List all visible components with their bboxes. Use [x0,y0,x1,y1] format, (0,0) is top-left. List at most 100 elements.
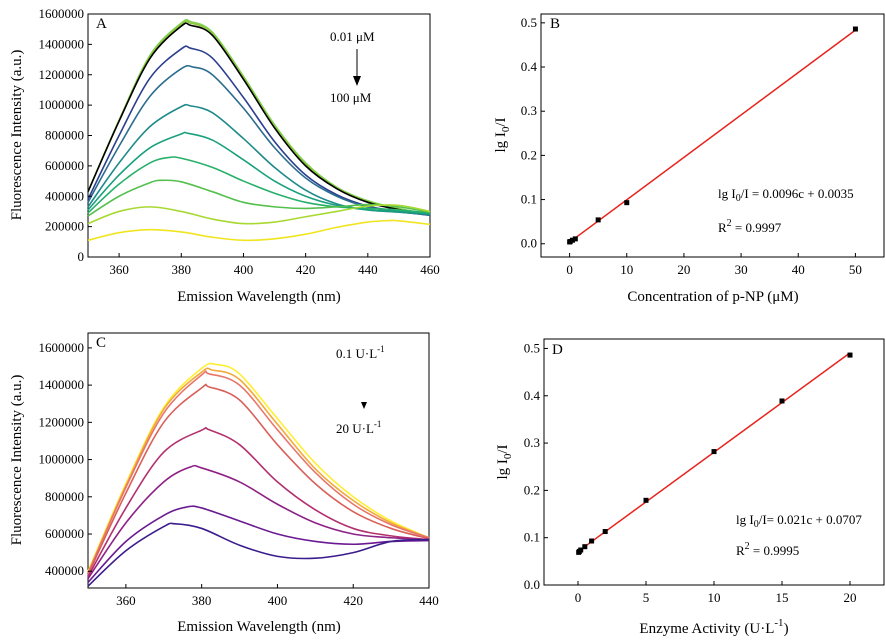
panel-d-r-squared: R2 = 0.9995 [736,541,799,558]
panel-a-x-tick-label: 440 [358,262,378,277]
panel-d-x-tick-label: 10 [708,590,721,605]
panel-a-x-tick-label: 420 [296,262,316,277]
panel-b-x-tick-label: 0 [566,262,573,277]
panel-d-data-point [602,529,608,535]
panel-b-x-axis-label: Concentration of p-NP (μM) [627,289,798,305]
panel-d-data-point [779,398,785,404]
panel-b-data-point [595,217,601,223]
panel-a-annotation-top: 0.01 μM [330,29,375,44]
panel-b-x-tick-label: 40 [792,262,805,277]
panel-d-y-tick-label: 0.0 [524,577,540,592]
panel-d-data-point [847,352,853,358]
panel-b-x-tick-label: 50 [849,262,862,277]
panel-a-x-tick-label: 360 [109,262,129,277]
panel-b-r-squared: R2 = 0.9997 [718,218,782,235]
panel-c-series-line [87,464,430,580]
panel-a-annotation-bottom: 100 μM [330,90,372,105]
panel-a: A 360 380 400 420 440 460 0 200000 400000 600000… [9,6,440,305]
panel-d-x-tick-label: 5 [643,590,650,605]
panel-a-x-axis-label: Emission Wavelength (nm) [177,289,341,305]
panel-c-annotation-top: 0.1 U·L-1 [336,344,385,361]
panel-a-x-tick-label: 400 [234,262,254,277]
panel-b-data-point [569,237,575,243]
panel-b: B 0 10 20 30 40 50 0.0 0.1 0.2 0.3 0.4 0.5 lg I0/I… [493,13,885,305]
panel-c-y-tick-label: 600000 [45,526,84,541]
panel-c-letter: C [96,335,106,351]
panel-c-arrow-head [361,402,367,409]
panel-d-y-tick-label: 0.3 [524,435,540,450]
panel-b-y-tick-label: 0.3 [521,103,537,118]
panel-d-data-point [711,449,717,455]
panel-d-data-point [578,547,584,553]
panel-d-y-tick-label: 0.2 [524,482,540,497]
panel-d-letter: D [552,342,563,358]
panel-a-y-tick-label: 1600000 [39,6,85,21]
panel-a-letter: A [96,16,107,32]
panel-a-y-tick-label: 200000 [45,219,84,234]
panel-d-x-tick-label: 15 [776,590,789,605]
panel-c-y-axis-label: Fluorescence Intensity (a.u.) [9,375,25,546]
panel-b-y-tick-label: 0.4 [521,59,538,74]
panel-b-letter: B [550,16,560,32]
panel-a-y-tick-label: 1000000 [39,97,85,112]
panel-a-y-tick-label: 400000 [45,188,84,203]
panel-c-y-tick-label: 1400000 [39,377,85,392]
panel-a-y-tick-label: 800000 [45,128,84,143]
panel-a-series-line [87,45,431,217]
panel-d-y-tick-label: 0.4 [524,388,541,403]
panel-a-series-line [87,20,431,216]
panel-c-y-tick-label: 400000 [45,563,84,578]
panel-a-y-tick-label: 600000 [45,158,84,173]
panel-a-series-line [87,18,431,216]
panel-d-x-axis-label: Enzyme Activity (U·L-1) [639,617,788,637]
panel-d-x-tick-label: 0 [575,590,582,605]
panel-a-series-line [87,64,431,217]
panel-c-series-line [87,370,430,574]
panel-a-x-tick-label: 380 [172,262,192,277]
panel-c-y-tick-label: 800000 [45,489,84,504]
panel-d-y-tick-label: 0.5 [524,340,540,355]
panel-b-y-tick-label: 0.1 [521,192,537,207]
panel-b-data-point [572,236,578,242]
panel-b-y-axis-label: lg I0/I [493,117,512,152]
panel-c-plot-frame [87,332,430,589]
panel-a-series-line [87,131,431,215]
panel-a-y-tick-label: 1200000 [39,67,85,82]
panel-c-x-tick-label: 380 [192,593,212,608]
panel-c-x-axis-label: Emission Wavelength (nm) [177,619,341,635]
panel-a-series-line [87,22,431,216]
panel-c-series-line [87,522,430,587]
panel-c-series-line [87,505,430,583]
panel-b-data-point [852,26,858,32]
panel-b-x-tick-label: 20 [677,262,690,277]
panel-d-x-tick-label: 20 [844,590,857,605]
panel-b-fit-equation: lg I0/I = 0.0096c + 0.0035 [718,186,854,204]
panel-c-y-tick-label: 1600000 [39,340,85,355]
panel-d-data-point [643,497,649,503]
panel-c-x-tick-label: 400 [268,593,288,608]
panel-b-x-tick-label: 30 [735,262,748,277]
panel-c-series-line [87,383,430,576]
panel-a-series-line [87,179,431,217]
panel-d-plot-frame [543,338,885,586]
panel-c-series-line [87,426,430,578]
panel-b-y-tick-label: 0.5 [521,15,537,30]
panel-a-series-line [87,204,431,225]
panel-b-fit-line [569,29,856,243]
panel-a-series-line [87,219,431,242]
panel-b-y-tick-label: 0.0 [521,236,537,251]
panel-d-fit-equation: lg I0/I= 0.021c + 0.0707 [736,512,862,530]
panel-a-y-axis-label: Fluorescence Intensity (a.u.) [9,50,25,221]
panel-d-data-point [582,544,588,550]
panel-c-series-line [87,367,430,574]
panel-c-y-tick-label: 1200000 [39,414,85,429]
panel-d-y-tick-label: 0.1 [524,530,540,545]
panel-c-x-tick-label: 360 [116,593,136,608]
panel-a-series-line [87,156,431,214]
panel-a-y-tick-label: 0 [78,249,85,264]
panel-d: D 0 5 10 15 20 0.0 0.1 0.2 0.3 0.4 0.5 lg I0/I= 0… [495,338,885,637]
panel-b-y-tick-label: 0.2 [521,147,537,162]
panel-d-data-point [589,538,595,544]
panel-a-arrow-head [353,76,361,86]
